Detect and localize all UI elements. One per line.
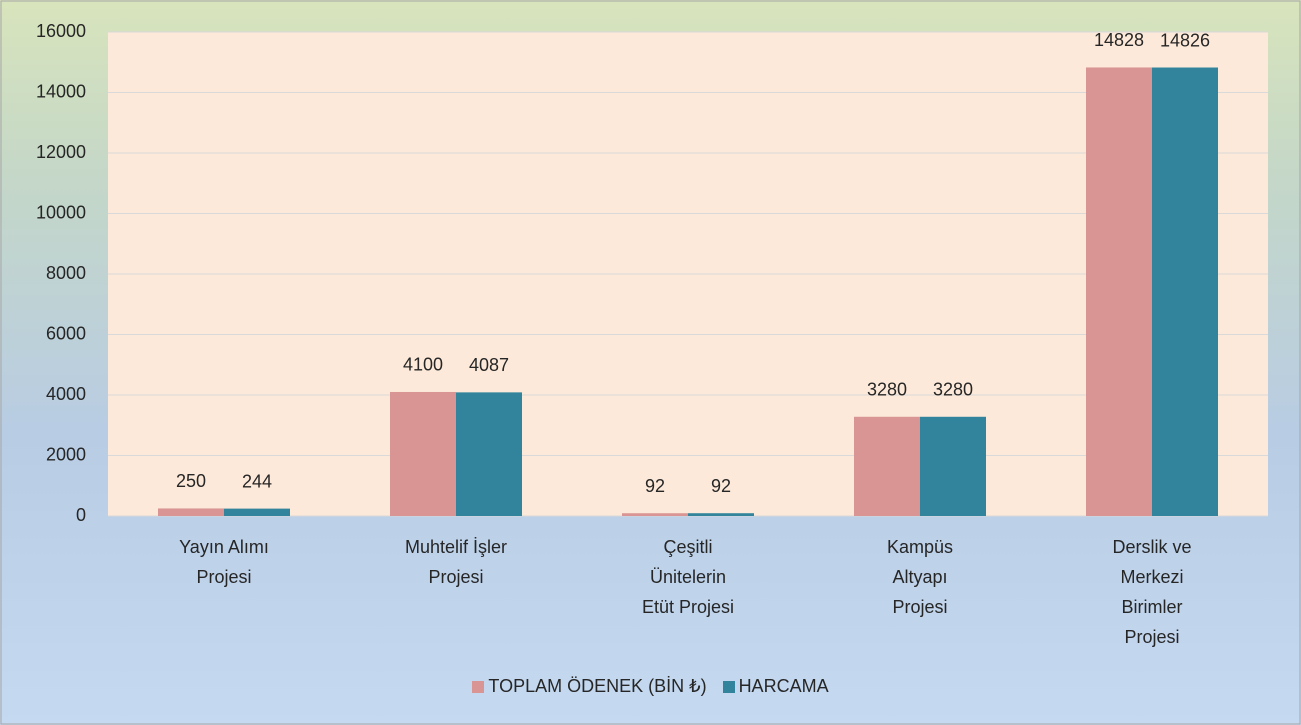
y-tick-label: 2000: [46, 444, 86, 464]
data-label: 244: [242, 471, 272, 491]
y-tick-label: 6000: [46, 323, 86, 343]
bar: [390, 391, 456, 516]
bar: [1152, 67, 1218, 517]
y-tick-label: 8000: [46, 263, 86, 283]
bar: [456, 392, 522, 516]
x-tick-label: Derslik ve Merkezi Birimler Projesi: [1112, 537, 1192, 647]
bar: [622, 513, 688, 516]
y-tick-label: 14000: [36, 81, 86, 101]
bar: [688, 513, 754, 516]
y-tick-label: 16000: [36, 21, 86, 41]
bar: [158, 508, 224, 516]
data-label: 92: [645, 476, 665, 496]
x-tick-label: Muhtelif İşler Projesi: [404, 537, 508, 587]
y-tick-label: 4000: [46, 384, 86, 404]
data-label: 92: [711, 476, 731, 496]
y-tick-label: 12000: [36, 142, 86, 162]
x-tick-label: Kampüs Altyapı Projesi: [886, 537, 954, 617]
bar: [854, 416, 920, 516]
legend-label: TOPLAM ÖDENEK (BİN ₺): [488, 676, 707, 696]
data-label: 250: [176, 471, 206, 491]
data-label: 3280: [867, 380, 907, 400]
data-label: 14828: [1094, 30, 1144, 50]
bar: [920, 416, 986, 516]
legend-label: HARCAMA: [738, 676, 829, 696]
bar: [1086, 67, 1152, 516]
x-tick-label: Yayın Alımı Projesi: [179, 537, 269, 587]
bar: [224, 508, 290, 516]
data-label: 4087: [469, 355, 509, 375]
legend: TOPLAM ÖDENEK (BİN ₺) HARCAMA: [0, 676, 1301, 697]
y-tick-label: 0: [76, 505, 86, 525]
legend-item: TOPLAM ÖDENEK (BİN ₺): [472, 676, 707, 697]
legend-swatch: [472, 681, 485, 693]
x-tick-label: Çeşitli Ünitelerin Etüt Projesi: [641, 537, 735, 617]
legend-swatch: [722, 681, 735, 693]
data-label: 4100: [403, 355, 443, 375]
data-label: 14826: [1160, 30, 1210, 50]
y-tick-label: 10000: [36, 202, 86, 222]
legend-item: HARCAMA: [722, 676, 829, 697]
data-label: 3280: [933, 380, 973, 400]
